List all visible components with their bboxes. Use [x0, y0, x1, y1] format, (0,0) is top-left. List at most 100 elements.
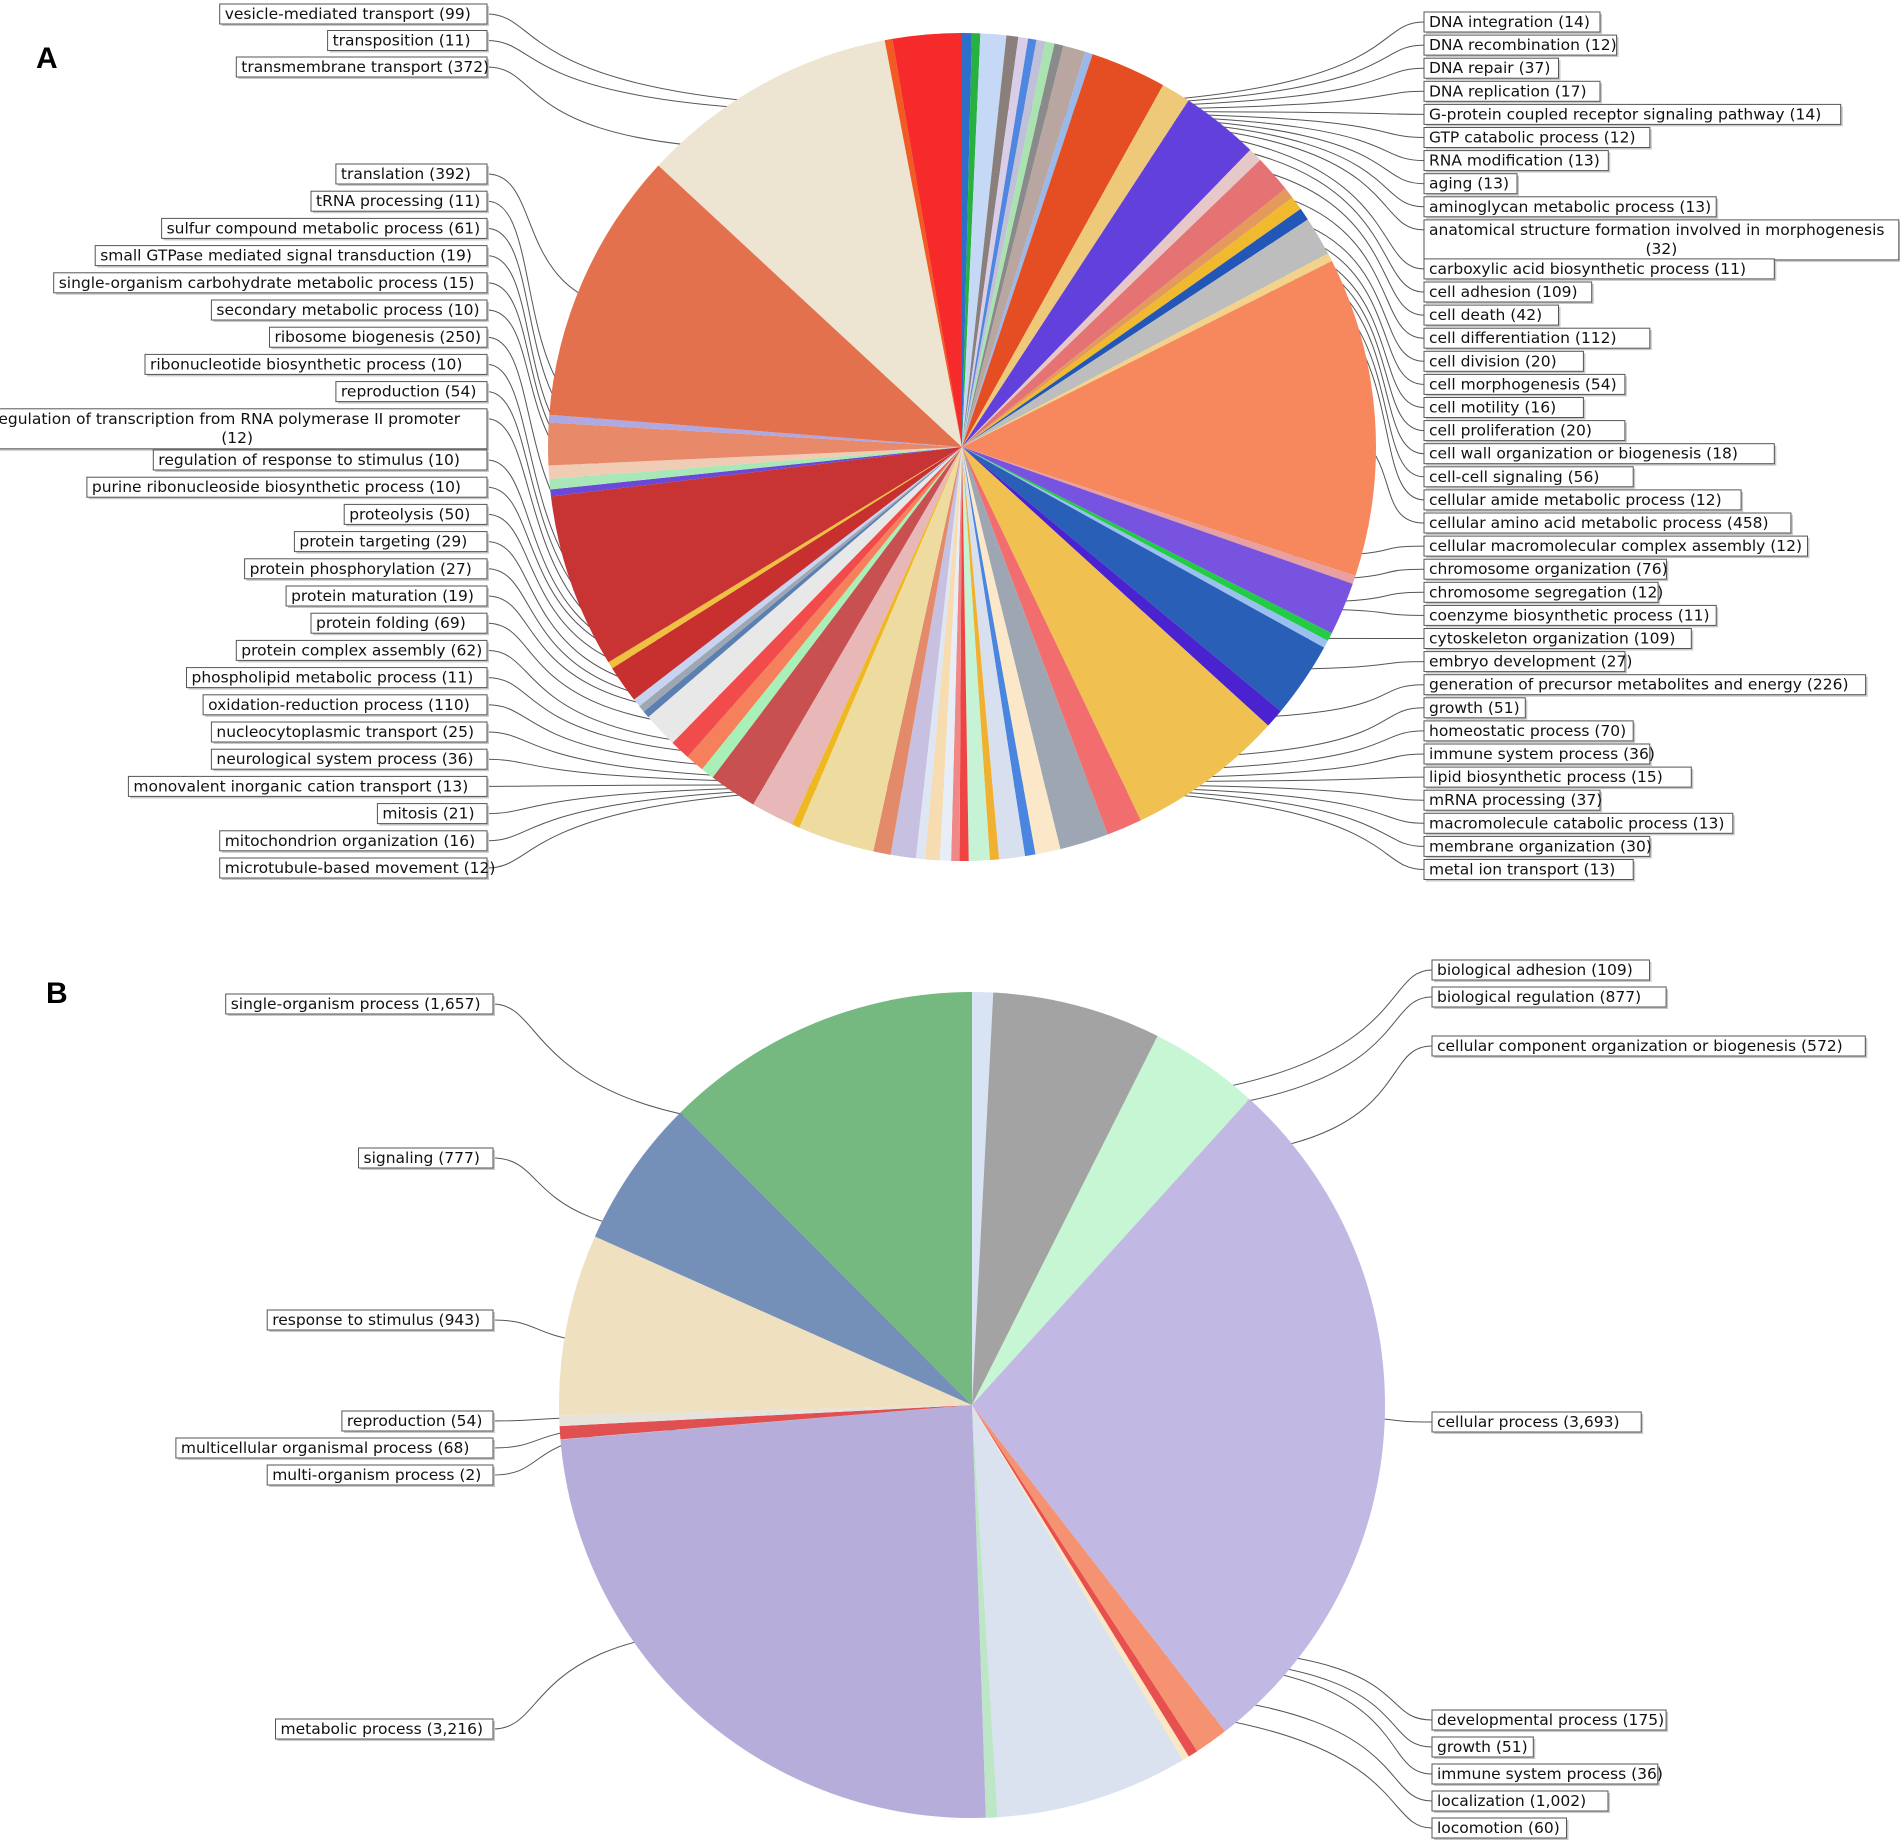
label-dna-replication: DNA replication (17)	[1423, 80, 1602, 104]
pie-slice-trna-processing	[548, 414, 962, 447]
label-reproduction: reproduction (54)	[341, 1410, 495, 1433]
label-text: protein phosphorylation (27)	[250, 560, 472, 578]
label-locomotion: locomotion (60)	[1431, 1817, 1569, 1840]
label-sulfur-compound-metabolic-process: sulfur compound metabolic process (61)	[161, 217, 489, 241]
label-box	[1423, 127, 1651, 148]
label-rna-modification: RNA modification (13)	[1423, 150, 1611, 173]
label-text: mRNA processing (37)	[1429, 791, 1602, 809]
label-protein-phosphorylation: protein phosphorylation (27)	[244, 558, 489, 581]
label-box	[358, 1147, 494, 1169]
label-box	[376, 803, 488, 825]
label-chromosome-segregation: chromosome segregation (12)	[1423, 581, 1663, 605]
label-text: carboxylic acid biosynthetic process (11…	[1429, 260, 1746, 278]
label-lipid-biosynthetic-process: lipid biosynthetic process (15)	[1423, 766, 1694, 790]
pie-slice-chromosome-segregation	[962, 447, 1332, 641]
pie-slice-embryo-development	[962, 447, 1281, 726]
label-multicellular-organismal-process: multicellular organismal process (68)	[175, 1437, 495, 1460]
label-box	[266, 1464, 494, 1486]
label-immune-system-process: immune system process (36)	[1423, 743, 1655, 766]
label-text: transposition (11)	[333, 32, 471, 50]
label-box	[310, 612, 488, 634]
label-protein-folding: protein folding (69)	[310, 612, 489, 636]
label-text: biological regulation (877)	[1437, 988, 1641, 1006]
label-text: chromosome segregation (12)	[1429, 583, 1663, 601]
pie-slice-carboxylic-acid-biosynthetic-process	[962, 51, 1093, 448]
label-box	[1431, 1035, 1866, 1057]
label-box	[1423, 373, 1626, 395]
label-text: cell-cell signaling (56)	[1429, 468, 1599, 486]
label-box	[1423, 720, 1634, 742]
label-text: ribosome biogenesis (250)	[275, 328, 482, 346]
pie-slice-single-organism-carbohydrate-metabolic-process	[549, 447, 962, 490]
pie-slice-growth	[972, 1405, 1198, 1757]
label-text: biological adhesion (109)	[1437, 961, 1633, 979]
label-text: aging (13)	[1429, 175, 1509, 193]
label-box	[94, 245, 488, 267]
panel-b-pie	[558, 992, 1385, 1819]
pie-slice-cellular-component-organization-or-biogenesis	[972, 1036, 1250, 1405]
label-box	[1423, 281, 1593, 303]
label-cell-wall-organization-or-biogenesis: cell wall organization or biogenesis (18…	[1423, 443, 1777, 466]
label-text: cell division (20)	[1429, 352, 1557, 370]
panel-a: A DNA integration (14) DNA recombination …	[0, 3, 1900, 882]
label-generation-of-precursor-metabolites-and-energy: generation of precursor metabolites and …	[1423, 674, 1868, 697]
label-box	[335, 381, 488, 403]
pie-slice-small-gtpase-mediated-signal-transduction	[548, 447, 962, 479]
label-box	[1423, 258, 1775, 280]
pie-slice-neurological-system-process	[890, 447, 962, 859]
label-text: regulation of transcription from RNA pol…	[0, 410, 461, 447]
label-aging: aging (13)	[1423, 173, 1519, 196]
pie-slice-lipid-biosynthetic-process	[962, 447, 1036, 857]
pie-slice-membrane-organization	[962, 447, 990, 861]
label-box	[144, 353, 488, 375]
pie-slice-macromolecule-catabolic-process	[962, 447, 1000, 861]
label-cellular-amide-metabolic-process: cellular amide metabolic process (12)	[1423, 489, 1744, 512]
label-box	[1423, 812, 1734, 834]
label-purine-ribonucleoside-biosynthetic-process: purine ribonucleoside biosynthetic proce…	[86, 476, 490, 500]
label-chromosome-organization: chromosome organization (76)	[1423, 558, 1669, 582]
label-regulation-of-response-to-stimulus: regulation of response to stimulus (10)	[152, 449, 490, 472]
label-gtp-catabolic-process: GTP catabolic process (12)	[1423, 127, 1652, 150]
label-nucleocytoplasmic-transport: nucleocytoplasmic transport (25)	[210, 721, 489, 744]
label-box	[225, 993, 494, 1015]
label-text: translation (392)	[341, 165, 471, 183]
pie-slice-phospholipid-metabolic-process	[792, 447, 962, 828]
label-text: cellular process (3,693)	[1437, 1413, 1620, 1431]
pie-slice-cell-cell-signaling	[962, 219, 1328, 447]
label-developmental-process: developmental process (175)	[1431, 1709, 1669, 1732]
pie-slice-cellular-macromolecular-complex-assembly	[962, 447, 1356, 584]
label-text: reproduction (54)	[347, 1412, 483, 1430]
pie-slice-dna-repair	[962, 33, 1007, 447]
label-mitosis: mitosis (21)	[376, 803, 489, 826]
label-translation: translation (392)	[335, 163, 489, 186]
label-box	[186, 667, 488, 689]
pie-slice-dna-integration	[962, 33, 972, 447]
label-text: neurological system process (36)	[216, 750, 473, 768]
label-box	[1423, 604, 1717, 626]
pie-slice-cellular-process	[972, 1099, 1385, 1732]
label-aminoglycan-metabolic-process: aminoglycan metabolic process (13)	[1423, 196, 1719, 219]
label-text: transmembrane transport (372)	[241, 58, 489, 76]
label-macromolecule-catabolic-process: macromolecule catabolic process (13)	[1423, 812, 1735, 836]
label-text: aminoglycan metabolic process (13)	[1429, 198, 1711, 216]
pie-slice-biological-adhesion	[972, 992, 994, 1405]
label-text: lipid biosynthetic process (15)	[1429, 768, 1663, 786]
pie-slice-metabolic-process	[560, 1405, 986, 1819]
label-immune-system-process: immune system process (36)	[1431, 1763, 1663, 1786]
label-neurological-system-process: neurological system process (36)	[210, 748, 489, 772]
label-box	[53, 272, 488, 294]
label-text: RNA modification (13)	[1429, 152, 1600, 170]
pie-slice-homeostatic-process	[962, 447, 1108, 850]
label-box	[327, 30, 488, 51]
label-text: embryo development (27)	[1429, 653, 1632, 671]
pie-slice-locomotion	[972, 1405, 998, 1818]
pie-slice-purine-ribonucleoside-biosynthetic-process	[643, 447, 962, 718]
pie-slice-reproduction	[559, 1405, 972, 1427]
pie-slice-cell-morphogenesis	[962, 159, 1286, 447]
label-text: cell death (42)	[1429, 306, 1542, 324]
label-secondary-metabolic-process: secondary metabolic process (10)	[210, 299, 489, 322]
label-cellular-macromolecular-complex-assembly: cellular macromolecular complex assembly…	[1423, 535, 1810, 559]
pie-slice-protein-folding	[712, 447, 962, 805]
label-text: DNA recombination (12)	[1429, 36, 1617, 54]
